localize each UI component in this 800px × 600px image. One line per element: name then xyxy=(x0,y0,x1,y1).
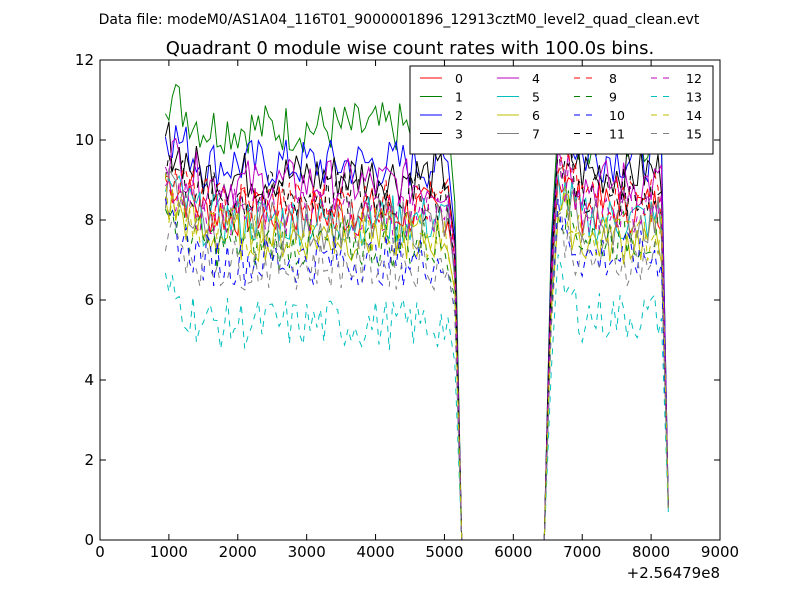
legend-label-0: 0 xyxy=(455,71,463,86)
x-tick-label-3: 3000 xyxy=(288,543,326,561)
series-line-9 xyxy=(164,190,669,540)
legend-label-14: 14 xyxy=(686,108,702,123)
legend-label-9: 9 xyxy=(609,90,617,105)
legend-label-12: 12 xyxy=(686,71,702,86)
x-tick-label-9: 9000 xyxy=(701,543,739,561)
y-tick-label-6: 12 xyxy=(75,51,94,69)
x-tick-label-7: 7000 xyxy=(563,543,601,561)
y-tick-label-5: 10 xyxy=(75,131,94,149)
x-tick-label-4: 4000 xyxy=(356,543,394,561)
plot-area: 0 1000 2000 3000 4000 5000 6000 7000 8000 9000 0 2 4… xyxy=(75,51,739,561)
x-tick-label-2: 2000 xyxy=(219,543,257,561)
legend-label-10: 10 xyxy=(609,108,625,123)
legend-label-3: 3 xyxy=(455,127,463,142)
x-axis-offset-label: +2.56479e8 xyxy=(627,564,720,582)
legend-label-8: 8 xyxy=(609,71,617,86)
x-tick-label-5: 5000 xyxy=(425,543,463,561)
series-line-5 xyxy=(164,173,669,540)
x-tick-label-0: 0 xyxy=(95,543,105,561)
legend-label-1: 1 xyxy=(455,90,463,105)
series-line-2 xyxy=(164,125,669,540)
y-tick-label-4: 8 xyxy=(84,211,94,229)
ticks-group: 0 1000 2000 3000 4000 5000 6000 7000 8000 9000 0 2 4… xyxy=(75,51,739,561)
x-tick-label-6: 6000 xyxy=(494,543,532,561)
series-line-14 xyxy=(164,173,669,540)
legend-label-15: 15 xyxy=(686,127,702,142)
series-line-7 xyxy=(164,166,669,540)
series-line-3 xyxy=(164,119,669,540)
legend-label-11: 11 xyxy=(609,127,625,142)
legend-label-13: 13 xyxy=(686,90,702,105)
legend-frame xyxy=(409,65,714,155)
x-tick-label-8: 8000 xyxy=(632,543,670,561)
series-line-11 xyxy=(164,144,669,540)
y-tick-label-0: 0 xyxy=(84,531,94,549)
series-line-13 xyxy=(164,254,669,540)
series-line-10 xyxy=(164,198,669,540)
legend-label-2: 2 xyxy=(455,108,463,123)
y-tick-label-3: 6 xyxy=(84,291,94,309)
x-tick-label-1: 1000 xyxy=(150,543,188,561)
y-tick-label-2: 4 xyxy=(84,371,94,389)
series-line-15 xyxy=(164,210,669,540)
legend-label-7: 7 xyxy=(532,127,540,142)
legend-label-4: 4 xyxy=(532,71,540,86)
chart-title: Quadrant 0 module wise count rates with … xyxy=(166,38,655,59)
series-line-12 xyxy=(164,147,669,540)
legend-label-5: 5 xyxy=(532,90,540,105)
legend-label-6: 6 xyxy=(532,108,540,123)
chart-suptitle: Data file: modeM0/AS1A04_116T01_90000018… xyxy=(99,12,700,28)
series-group xyxy=(164,83,669,540)
y-tick-label-1: 2 xyxy=(84,451,94,469)
